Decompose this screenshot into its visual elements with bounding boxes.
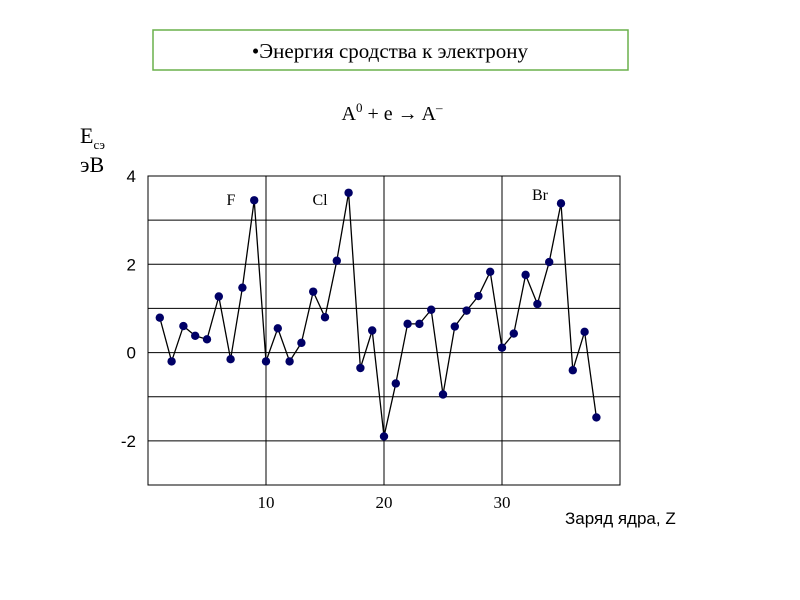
chart-title: •Энергия сродства к электрону — [252, 39, 529, 63]
data-point — [580, 327, 589, 337]
data-point — [226, 354, 235, 364]
data-point — [592, 413, 601, 422]
x-tick-label: 20 — [376, 493, 393, 512]
data-point — [238, 283, 247, 292]
data-line — [159, 192, 598, 437]
y-label-symbol: E — [80, 123, 93, 148]
data-point — [427, 305, 436, 314]
x-tick-label: 10 — [258, 493, 275, 512]
data-point — [533, 299, 542, 309]
data-point — [202, 335, 212, 344]
y-label-unit: эВ — [80, 152, 104, 177]
y-tick-label: 0 — [127, 344, 136, 363]
data-point — [486, 267, 495, 276]
data-point — [438, 390, 448, 399]
data-point — [356, 363, 365, 373]
formula: A0 + e → A– — [342, 100, 443, 125]
title-box — [152, 29, 629, 71]
data-point — [167, 357, 176, 366]
data-point — [509, 329, 518, 338]
data-point — [273, 324, 282, 333]
data-point — [474, 291, 483, 301]
annotation: F — [227, 192, 236, 209]
y-label: Eсэ — [80, 123, 105, 152]
formula-middle: + e → A — [362, 103, 436, 125]
data-point — [568, 366, 577, 375]
x-label: Заряд ядра, Z — [565, 509, 676, 528]
data-point — [250, 196, 259, 205]
annotation: Cl — [312, 192, 328, 209]
y-tick-label: -2 — [121, 432, 136, 451]
data-point — [403, 319, 412, 329]
annotation: Br — [532, 187, 549, 204]
data-point — [179, 321, 188, 331]
data-point — [391, 379, 400, 388]
data-point — [521, 270, 530, 280]
data-point — [297, 338, 306, 348]
data-point — [261, 357, 271, 366]
data-point — [462, 306, 471, 315]
y-tick-label: 4 — [127, 167, 136, 186]
formula-ion-charge: – — [435, 100, 443, 115]
data-point — [497, 343, 507, 352]
data-point — [368, 326, 377, 335]
data-point — [556, 199, 566, 208]
x-tick-label: 30 — [494, 493, 511, 512]
data-point — [320, 313, 330, 322]
data-point — [344, 188, 353, 197]
data-point — [309, 287, 318, 296]
data-point — [415, 319, 424, 329]
formula-atom: A — [342, 103, 357, 125]
formula-charge: 0 — [356, 100, 363, 115]
data-point — [332, 256, 341, 265]
data-point — [379, 432, 389, 441]
data-point — [214, 292, 223, 301]
data-point — [191, 331, 200, 340]
data-point — [155, 313, 164, 322]
data-point — [450, 322, 459, 331]
data-point — [545, 257, 554, 267]
data-point — [285, 357, 294, 366]
y-tick-label: 2 — [127, 255, 136, 274]
y-label-subscript: сэ — [93, 137, 105, 152]
